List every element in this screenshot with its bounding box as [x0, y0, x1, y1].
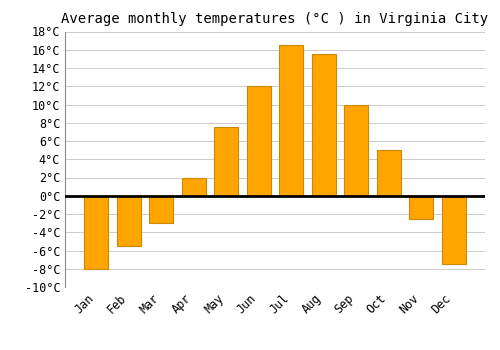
Bar: [246, 86, 271, 196]
Bar: [279, 45, 303, 196]
Bar: [182, 177, 206, 196]
Bar: [84, 196, 108, 269]
Bar: [214, 127, 238, 196]
Bar: [442, 196, 466, 264]
Bar: [409, 196, 434, 218]
Bar: [344, 105, 368, 196]
Bar: [149, 196, 174, 223]
Bar: [376, 150, 401, 196]
Bar: [116, 196, 141, 246]
Bar: [312, 54, 336, 196]
Title: Average monthly temperatures (°C ) in Virginia City: Average monthly temperatures (°C ) in Vi…: [62, 12, 488, 26]
